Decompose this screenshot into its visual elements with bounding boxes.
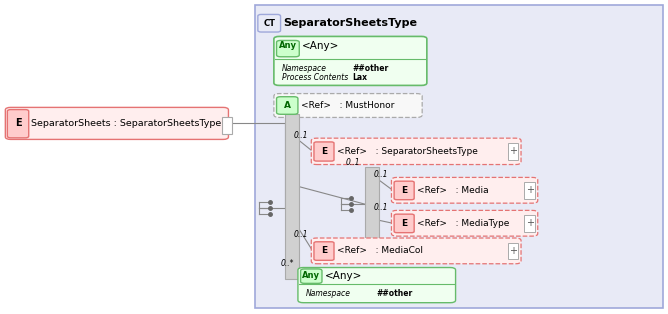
Text: <Ref>   : MustHonor: <Ref> : MustHonor [301,101,394,110]
Text: E: E [321,246,327,255]
Bar [365,167,379,241]
Text: Any: Any [279,41,297,50]
Text: Namespace: Namespace [306,289,351,298]
Text: ##other: ##other [376,289,412,298]
FancyBboxPatch shape [394,214,414,233]
Text: <Ref>   : Media: <Ref> : Media [417,186,488,195]
Bar [285,114,299,279]
Text: ##other: ##other [352,63,388,73]
FancyBboxPatch shape [298,268,456,303]
Text: 0..1: 0..1 [374,203,389,212]
Bar [222,117,232,134]
FancyBboxPatch shape [301,269,322,283]
Text: E: E [321,147,327,156]
Text: E: E [401,219,407,228]
Text: Namespace: Namespace [282,63,327,73]
Text: +: + [526,218,534,228]
FancyBboxPatch shape [311,238,521,264]
Bar [524,182,535,199]
FancyBboxPatch shape [5,107,228,139]
FancyBboxPatch shape [274,94,422,117]
Bar [524,215,535,232]
Text: <Any>: <Any> [302,41,339,51]
Text: +: + [509,246,517,256]
Text: <Ref>   : SeparatorSheetsType: <Ref> : SeparatorSheetsType [337,147,478,156]
FancyBboxPatch shape [394,181,414,200]
Text: +: + [526,185,534,195]
Text: 0..1: 0..1 [294,230,309,239]
FancyBboxPatch shape [391,210,538,236]
Bar [508,243,518,259]
Text: A: A [284,101,291,110]
FancyBboxPatch shape [7,110,29,138]
Text: Lax: Lax [352,73,367,82]
Text: Any: Any [303,271,320,280]
FancyBboxPatch shape [274,36,427,85]
Text: SeparatorSheetsType: SeparatorSheetsType [283,18,418,28]
FancyBboxPatch shape [277,41,299,57]
Text: <Any>: <Any> [325,271,362,281]
Text: <Ref>   : MediaType: <Ref> : MediaType [417,219,509,228]
Bar [255,5,663,308]
FancyBboxPatch shape [258,14,281,32]
Text: +: + [509,146,517,156]
Text: CT: CT [263,19,275,28]
Text: 0..1: 0..1 [294,131,309,139]
Text: Process Contents: Process Contents [282,73,348,82]
Text: 0..*: 0..* [281,259,294,268]
FancyBboxPatch shape [314,242,334,260]
Bar [508,143,518,160]
Text: 0..1: 0..1 [374,170,389,179]
Text: 0..1: 0..1 [346,158,361,167]
FancyBboxPatch shape [314,142,334,161]
FancyBboxPatch shape [277,97,298,114]
Text: SeparatorSheets : SeparatorSheetsType: SeparatorSheets : SeparatorSheetsType [31,119,222,128]
FancyBboxPatch shape [391,177,538,203]
Text: E: E [401,186,407,195]
FancyBboxPatch shape [311,138,521,165]
Text: E: E [15,118,21,128]
Text: <Ref>   : MediaCol: <Ref> : MediaCol [337,246,423,255]
